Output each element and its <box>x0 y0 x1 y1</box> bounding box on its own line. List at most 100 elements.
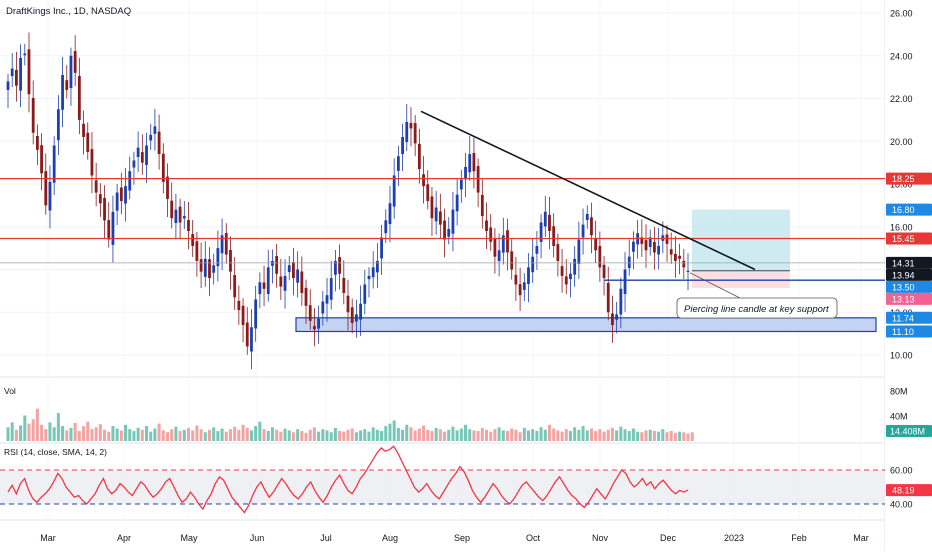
candle <box>371 267 375 278</box>
candle <box>548 214 551 232</box>
volume-bar <box>174 426 178 441</box>
volume-bar <box>195 425 199 441</box>
volume-bar <box>203 432 207 441</box>
candle <box>464 166 467 180</box>
candle <box>518 284 522 296</box>
volume-bar <box>279 431 283 441</box>
volume-bar <box>401 429 405 441</box>
volume-bar <box>375 429 379 441</box>
candle <box>569 273 572 280</box>
candle <box>313 326 316 330</box>
annotation-callout[interactable]: Piercing line candle at key support <box>676 297 838 319</box>
candle <box>86 132 90 152</box>
candle <box>476 166 480 193</box>
candle <box>443 220 446 240</box>
volume-bar <box>283 428 287 441</box>
candle <box>451 209 455 234</box>
volume-bar <box>228 429 232 441</box>
volume-bar <box>686 433 690 441</box>
volume-bar <box>149 431 153 441</box>
volume-bar <box>98 424 102 441</box>
candle <box>317 318 321 329</box>
volume-value-badge <box>886 425 932 437</box>
candle <box>472 152 476 172</box>
candle <box>644 240 648 251</box>
candle <box>279 276 283 287</box>
volume-bar <box>636 431 640 441</box>
candle <box>27 49 31 95</box>
candle <box>522 282 526 290</box>
candle <box>350 307 354 323</box>
volume-bar <box>422 425 426 441</box>
volume-bar <box>220 428 224 441</box>
volume-bar <box>296 429 300 441</box>
volume-bar <box>510 428 514 441</box>
volume-bar <box>363 429 367 441</box>
candle <box>157 131 161 155</box>
candle <box>674 253 677 261</box>
candle <box>308 305 312 321</box>
candle <box>166 176 169 199</box>
candle <box>262 282 266 289</box>
volume-bar <box>631 428 635 441</box>
candle <box>245 322 249 347</box>
volume-bar <box>497 427 501 441</box>
volume-value: 14.408M <box>890 427 925 437</box>
volume-bar <box>581 426 585 441</box>
volume-bar <box>111 426 115 441</box>
volume-bar <box>321 429 325 441</box>
candle <box>527 267 530 284</box>
candle <box>128 171 132 191</box>
candle <box>573 258 577 275</box>
volume-bar <box>186 427 190 441</box>
support-zone <box>295 317 877 333</box>
candle <box>556 244 560 261</box>
volume-bar <box>308 429 312 441</box>
volume-bar <box>199 429 203 441</box>
candle <box>35 136 39 150</box>
volume-bar <box>359 430 363 441</box>
candle <box>653 242 656 253</box>
candle <box>480 194 484 217</box>
volume-bar <box>531 429 535 441</box>
candle <box>506 230 509 253</box>
volume-bar <box>40 424 44 441</box>
candle <box>686 270 690 273</box>
candle <box>65 80 69 90</box>
volume-bar <box>564 429 568 441</box>
candle <box>237 300 241 311</box>
volume-bar <box>480 427 484 441</box>
volume-bar <box>568 431 572 441</box>
candle <box>191 234 195 246</box>
x-tick-label: Oct <box>526 533 541 543</box>
candle <box>396 156 400 171</box>
candle <box>543 211 547 227</box>
rsi-tick-label: 60.00 <box>890 466 913 476</box>
candle <box>182 216 186 219</box>
candle <box>258 282 262 295</box>
price-label-text: 13.50 <box>892 282 915 292</box>
candle <box>149 134 153 141</box>
candle <box>514 274 518 285</box>
candle <box>363 284 367 304</box>
volume-bar <box>501 430 505 441</box>
candle <box>153 126 157 134</box>
volume-bar <box>396 427 400 441</box>
candle <box>10 68 14 77</box>
candle <box>250 327 253 352</box>
volume-bar <box>464 424 468 441</box>
candle <box>623 269 627 295</box>
candle <box>422 174 425 187</box>
trendline <box>420 110 756 271</box>
volume-bar <box>669 431 673 441</box>
candle <box>111 211 115 245</box>
candle <box>304 287 308 306</box>
rsi-value: 48.19 <box>892 486 915 496</box>
volume-bar <box>157 423 161 441</box>
x-tick-label: Feb <box>791 533 807 543</box>
volume-pane <box>6 408 694 441</box>
volume-bar <box>380 431 384 441</box>
candle <box>136 147 140 158</box>
